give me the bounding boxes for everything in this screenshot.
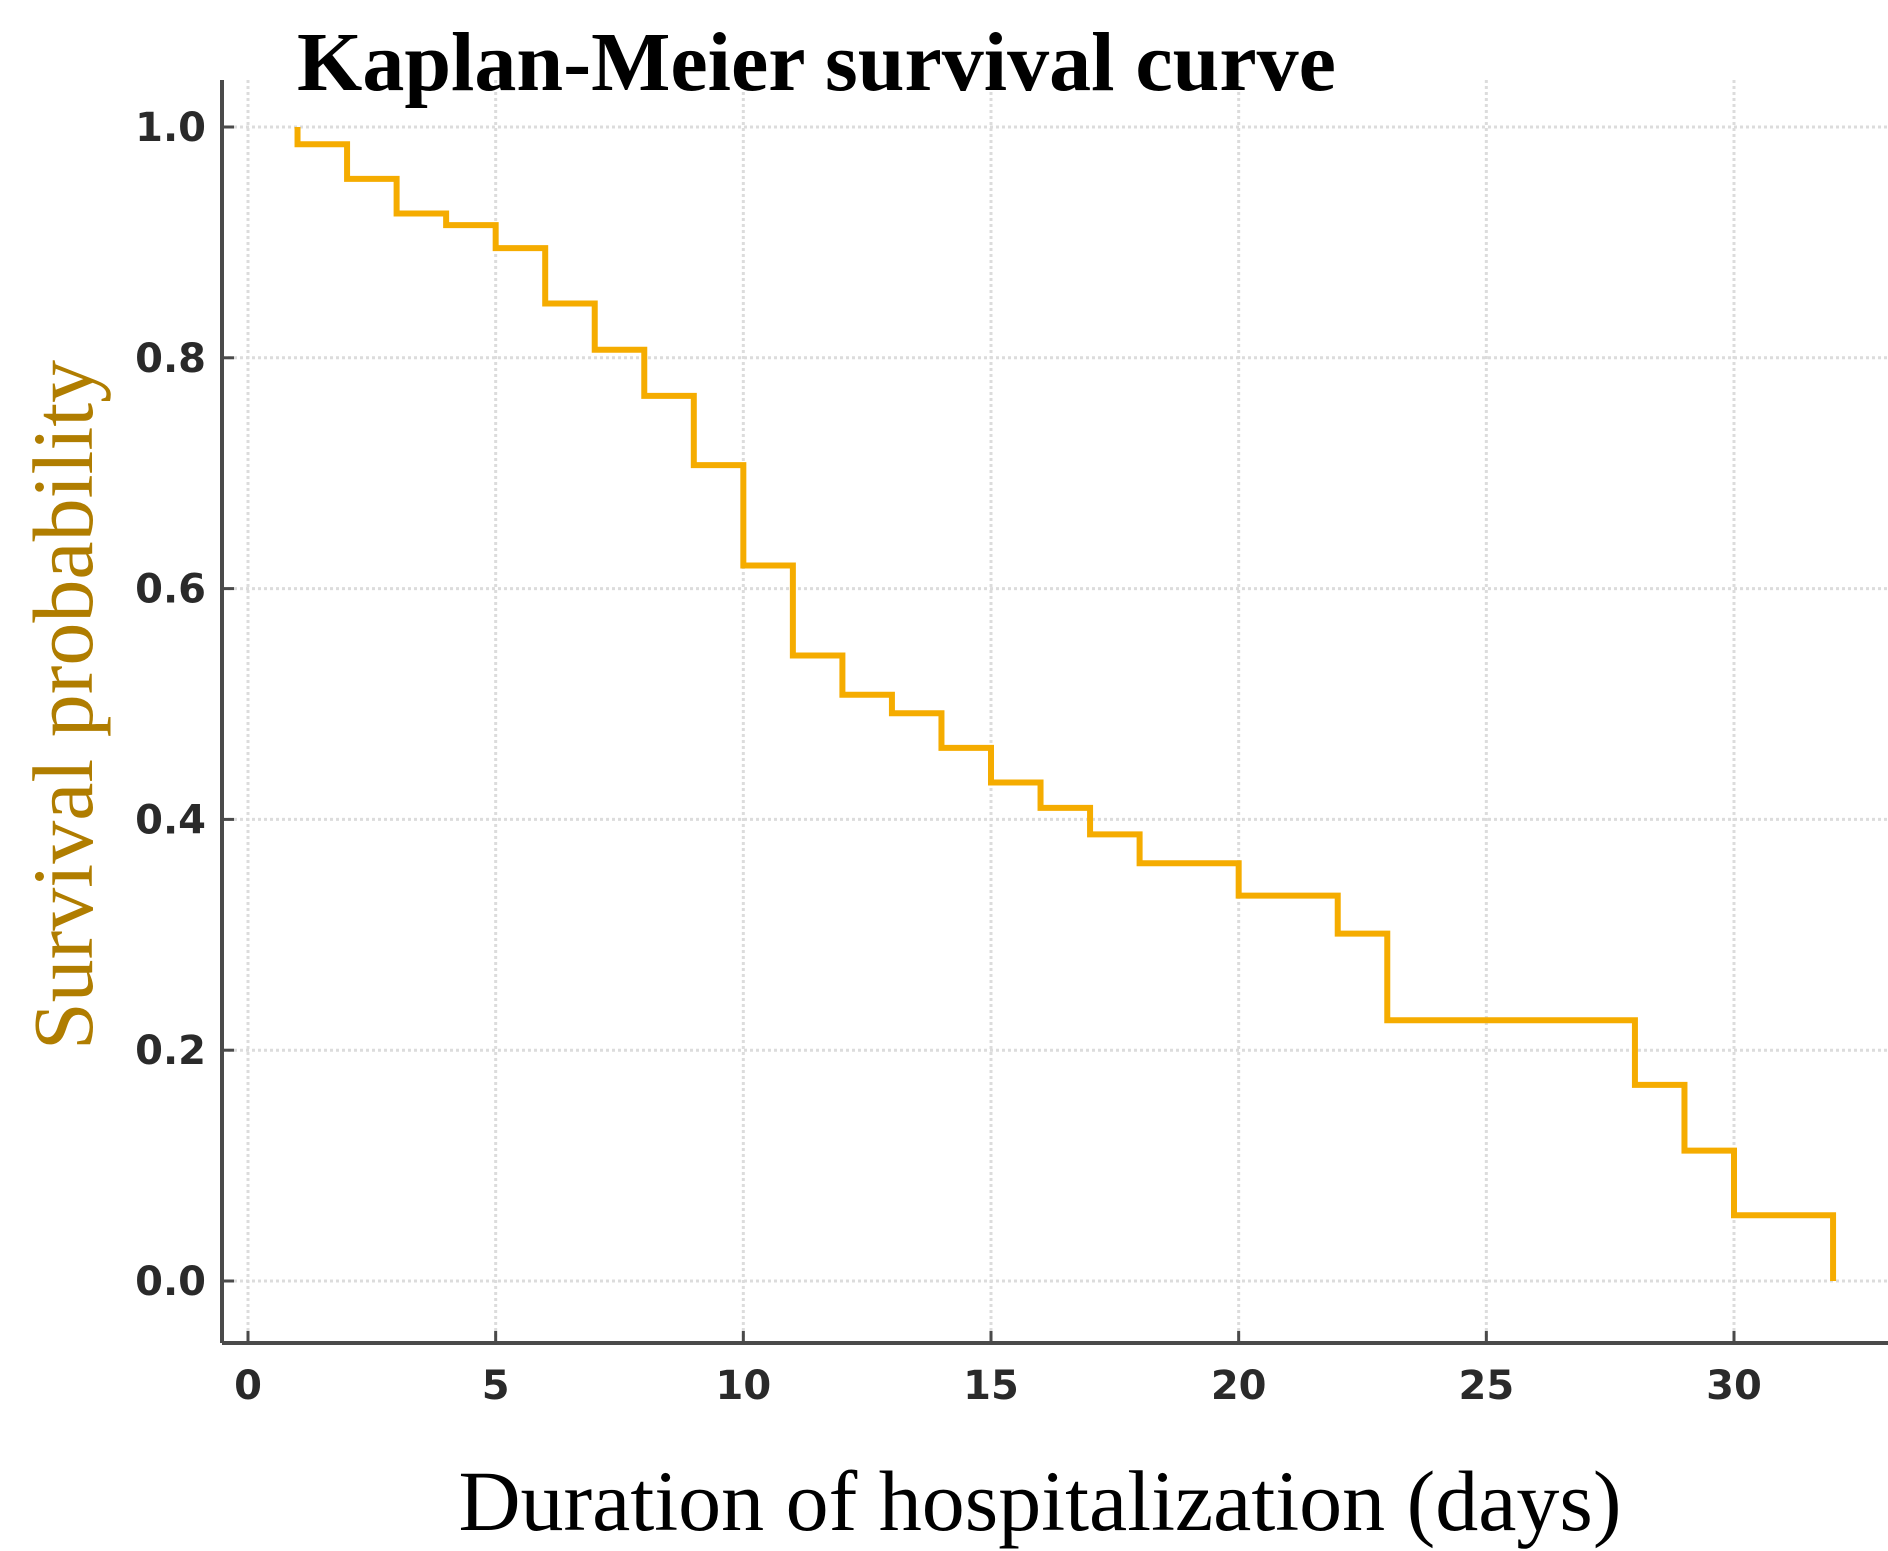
y-tick-label-5: 1.0 <box>135 105 206 151</box>
x-tick-label-3: 15 <box>963 1363 1019 1409</box>
survival-step-line-0 <box>294 127 1837 1281</box>
ticks: 0 5 10 15 20 25 30 0.0 0.2 0.4 0.6 0.8 1.0 <box>135 105 1762 1409</box>
x-tick-label-6: 30 <box>1706 1363 1762 1409</box>
axes <box>220 80 1888 1345</box>
x-tick-label-0: 0 <box>234 1363 262 1409</box>
y-tick-label-3: 0.6 <box>135 567 206 613</box>
grid <box>222 80 1888 1343</box>
y-tick-label-0: 0.0 <box>135 1259 206 1305</box>
x-axis-label: Duration of hospitalization (days) <box>458 1453 1621 1549</box>
y-tick-label-4: 0.8 <box>135 336 206 382</box>
x-tick-label-2: 10 <box>715 1363 771 1409</box>
series-layer <box>294 127 1837 1282</box>
y-axis-label: Survival probability <box>15 360 111 1050</box>
y-tick-label-1: 0.2 <box>135 1028 206 1074</box>
chart-title: Kaplan-Meier survival curve <box>297 16 1336 109</box>
y-tick-label-2: 0.4 <box>135 797 206 843</box>
x-tick-label-4: 20 <box>1211 1363 1267 1409</box>
x-tick-label-5: 25 <box>1458 1363 1514 1409</box>
x-tick-label-1: 5 <box>482 1363 510 1409</box>
